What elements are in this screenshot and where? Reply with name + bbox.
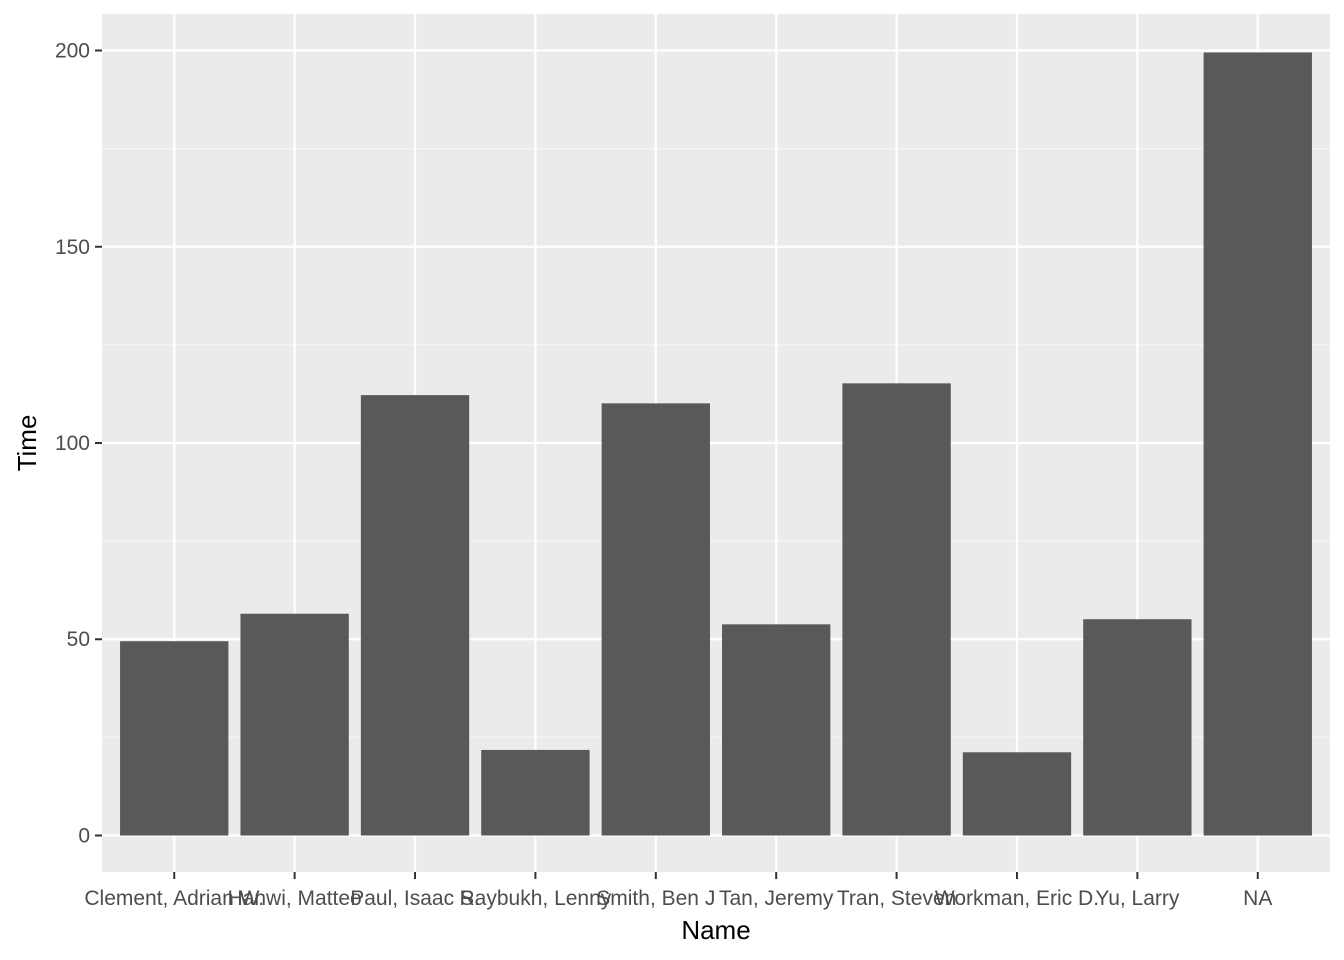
bar [481, 749, 590, 836]
y-tick-label: 50 [67, 628, 90, 651]
x-axis-title: Name [681, 915, 750, 945]
bar [120, 641, 229, 836]
bar [240, 613, 349, 836]
x-tick-label: Smith, Ben J [596, 887, 715, 910]
y-axis-title: Time [12, 415, 42, 472]
y-tick-label: 150 [55, 236, 90, 259]
x-tick-label: Hanwi, Matteo [228, 887, 362, 910]
x-tick-label: NA [1243, 887, 1272, 910]
x-tick-label: Paul, Isaac S. [350, 887, 480, 910]
bar [1203, 52, 1312, 836]
x-tick-label: Yu, Larry [1095, 887, 1180, 910]
bar [1083, 619, 1192, 836]
bar [842, 383, 951, 836]
bar [962, 752, 1072, 836]
y-axis-ticks: 0 50 100 150 200 [55, 40, 102, 847]
x-tick-label: Clement, Adrian W. [84, 887, 264, 910]
y-tick-label: 200 [55, 40, 90, 63]
x-tick-label: Raybukh, Lenny [460, 887, 612, 910]
bar [722, 624, 831, 836]
y-tick-label: 100 [55, 432, 90, 455]
bar [360, 395, 470, 836]
y-tick-label: 0 [78, 824, 90, 847]
bar [601, 403, 710, 836]
x-tick-label: Tan, Jeremy [719, 887, 834, 910]
bars [120, 52, 1312, 836]
x-tick-label: Workman, Eric D. [935, 887, 1099, 910]
x-tick-label: Tran, Steven [837, 887, 956, 910]
